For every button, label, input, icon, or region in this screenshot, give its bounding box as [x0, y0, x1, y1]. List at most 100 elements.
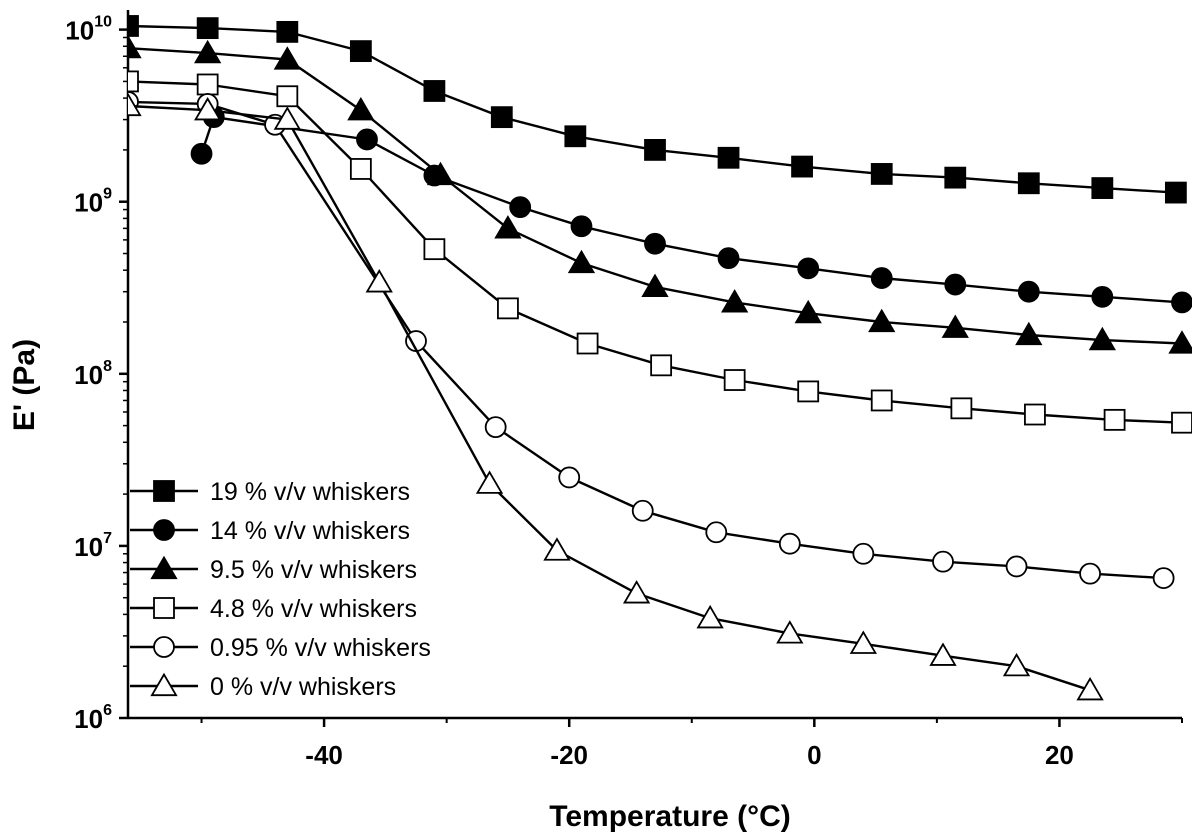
- data-point: 0.95 % v/v whiskers: (-20, 25000000): [558, 466, 581, 489]
- data-point: 14 % v/v whiskers: (-50, 1900000000): [190, 142, 213, 165]
- data-point: 4.8 % v/v whiskers: (30, 52000000): [1171, 411, 1192, 434]
- data-point: 9.5 % v/v whiskers: (30, 150000000): [1168, 330, 1192, 354]
- series-group: 19 % v/v whiskers: (-56, 10500000000) 19 …: [128, 15, 1192, 701]
- data-point: 14 % v/v whiskers: (-24, 930000000): [509, 196, 532, 219]
- data-point: 0.95 % v/v whiskers: (28.5, 6500000): [1152, 567, 1175, 589]
- data-point: 19 % v/v whiskers: (11.5, 1380000000): [944, 166, 967, 189]
- data-point: 9.5 % v/v whiskers: (-49.5, 7300000000): [194, 39, 222, 64]
- data-point: 19 % v/v whiskers: (-43, 9700000000): [276, 20, 299, 43]
- data-point: 4.8 % v/v whiskers: (-12.5, 112000000): [650, 354, 673, 377]
- y-tick-label: 106: [74, 702, 112, 734]
- legend-label: 9.5 % v/v whiskers: [210, 556, 417, 584]
- data-point: 0 % v/v whiskers: (-49.5, 3400000000): [194, 96, 222, 121]
- data-point: 0.95 % v/v whiskers: (4, 9000000): [852, 542, 875, 565]
- data-point: 14 % v/v whiskers: (-36.5, 2300000000): [356, 128, 378, 151]
- legend-marker: [153, 480, 175, 502]
- data-point: 4.8 % v/v whiskers: (-43, 4100000000): [276, 85, 299, 108]
- series-6: 0 % v/v whiskers: (-56, 3600000000) 0 % v…: [128, 92, 1104, 701]
- data-point: 4.8 % v/v whiskers: (12, 63000000): [950, 397, 973, 420]
- data-point: 19 % v/v whiskers: (23.5, 1200000000): [1091, 177, 1114, 199]
- data-point: 14 % v/v whiskers: (11.5, 330000000): [944, 273, 967, 296]
- data-point: 9.5 % v/v whiskers: (17.5, 168000000): [1015, 321, 1043, 346]
- data-point: 4.8 % v/v whiskers: (-6.5, 92000000): [723, 369, 746, 391]
- legend-label: 14 % v/v whiskers: [210, 517, 410, 545]
- data-point: 9.5 % v/v whiskers: (-19, 440000000): [567, 249, 596, 274]
- legend-label: 19 % v/v whiskers: [210, 478, 410, 506]
- data-point: 14 % v/v whiskers: (-13, 570000000): [644, 232, 666, 255]
- x-tick-label: 0: [807, 740, 821, 770]
- data-point: 19 % v/v whiskers: (-19.5, 2400000000): [564, 125, 587, 148]
- data-point: 0 % v/v whiskers: (-35.5, 340000000): [365, 269, 393, 293]
- legend-marker: [153, 636, 175, 658]
- data-point: 9.5 % v/v whiskers: (-30.5, 1430000000): [426, 161, 455, 186]
- legend-label: 0 % v/v whiskers: [210, 673, 396, 701]
- legend-marker: [150, 555, 178, 580]
- legend: 19 % v/v whiskers 14 % v/v whiskers 9.5 % …: [130, 478, 431, 701]
- data-point: 9.5 % v/v whiskers: (5.5, 200000000): [868, 308, 896, 333]
- data-point: 0 % v/v whiskers: (-56, 3600000000): [128, 92, 142, 117]
- data-point: 0.95 % v/v whiskers: (22.5, 6900000): [1079, 562, 1101, 585]
- data-point: 0 % v/v whiskers: (4, 2700000): [849, 630, 877, 654]
- data-point: 14 % v/v whiskers: (17.5, 300000000): [1017, 280, 1040, 303]
- legend-item: 19 % v/v whiskers: [130, 478, 410, 506]
- data-point: 0 % v/v whiskers: (22.5, 1450000): [1076, 676, 1104, 701]
- data-point: 0.95 % v/v whiskers: (-26, 49000000): [484, 416, 507, 439]
- data-point: 4.8 % v/v whiskers: (-49.5, 4800000000): [196, 73, 219, 96]
- y-tick-label: 107: [74, 530, 112, 562]
- data-point: 0 % v/v whiskers: (-14.5, 5300000): [622, 580, 651, 604]
- data-point: 0.95 % v/v whiskers: (16.5, 7600000): [1005, 555, 1028, 578]
- data-point: 4.8 % v/v whiskers: (-37, 1550000000): [349, 158, 372, 180]
- data-point: 9.5 % v/v whiskers: (-25, 700000000): [494, 215, 522, 239]
- legend-item: 14 % v/v whiskers: [130, 517, 410, 545]
- data-point: 19 % v/v whiskers: (-7, 1800000000): [717, 146, 740, 169]
- legend-marker: [150, 672, 178, 697]
- data-point: 19 % v/v whiskers: (-13, 2000000000): [644, 139, 666, 161]
- data-point: 0 % v/v whiskers: (-43, 3000000000): [273, 106, 301, 130]
- data-point: 4.8 % v/v whiskers: (5.5, 70000000): [870, 389, 893, 412]
- series-line: [128, 100, 1164, 580]
- data-point: 9.5 % v/v whiskers: (-37, 3400000000): [347, 96, 375, 121]
- data-point: 4.8 % v/v whiskers: (-56, 5000000000): [128, 70, 139, 93]
- data-point: 4.8 % v/v whiskers: (-18.5, 150000000): [576, 332, 599, 355]
- series-2: 14 % v/v whiskers: (-50, 1900000000) 14 %…: [190, 106, 1192, 314]
- legend-label: 0.95 % v/v whiskers: [210, 634, 431, 662]
- data-point: 9.5 % v/v whiskers: (-56, 7800000000): [128, 34, 142, 59]
- data-point: 19 % v/v whiskers: (-56, 10500000000): [128, 15, 139, 37]
- data-point: 0.95 % v/v whiskers: (-2, 10300000): [778, 532, 801, 555]
- legend-item: 9.5 % v/v whiskers: [130, 555, 417, 584]
- data-point: 4.8 % v/v whiskers: (18, 58000000): [1024, 403, 1046, 426]
- data-point: 0 % v/v whiskers: (10.5, 2300000): [929, 642, 957, 666]
- data-point: 0.95 % v/v whiskers: (-14, 16000000): [631, 499, 654, 522]
- data-point: 19 % v/v whiskers: (-49.5, 10200000000): [196, 17, 219, 40]
- x-tick-label: 20: [1045, 740, 1074, 770]
- y-tick-label: 1010: [65, 14, 112, 46]
- data-point: 0.95 % v/v whiskers: (-8, 12000000): [705, 521, 728, 544]
- series-1: 19 % v/v whiskers: (-56, 10500000000) 19 …: [128, 15, 1187, 204]
- legend-marker: [153, 597, 175, 619]
- data-point: 9.5 % v/v whiskers: (-43, 6700000000): [273, 46, 301, 70]
- data-point: 19 % v/v whiskers: (-25.5, 3100000000): [490, 106, 513, 129]
- axes: -40 -20 0 20 1010 109 108 107 106: [65, 10, 1183, 770]
- data-point: 14 % v/v whiskers: (23.5, 280000000): [1091, 285, 1114, 308]
- data-point: 19 % v/v whiskers: (5.5, 1450000000): [870, 163, 893, 185]
- y-tick-label: 109: [74, 186, 112, 218]
- data-point: 0 % v/v whiskers: (-26.5, 23000000): [475, 470, 504, 494]
- data-point: 14 % v/v whiskers: (30, 260000000): [1171, 291, 1192, 314]
- data-point: 4.8 % v/v whiskers: (-25, 240000000): [497, 297, 519, 320]
- data-point: 4.8 % v/v whiskers: (-0.5, 79000000): [797, 380, 820, 403]
- data-point: 19 % v/v whiskers: (17.5, 1280000000): [1017, 172, 1040, 195]
- legend-item: 0 % v/v whiskers: [130, 672, 396, 701]
- data-point: 0 % v/v whiskers: (16.5, 2000000): [1002, 652, 1031, 677]
- legend-item: 0.95 % v/v whiskers: [130, 634, 431, 662]
- legend-label: 4.8 % v/v whiskers: [210, 595, 417, 623]
- data-point: 0 % v/v whiskers: (-21, 9400000): [543, 537, 571, 561]
- legend-marker: [153, 519, 175, 541]
- data-point: 19 % v/v whiskers: (-1, 1600000000): [791, 155, 813, 178]
- data-point: 9.5 % v/v whiskers: (-6.5, 260000000): [721, 289, 749, 313]
- series-line: [200, 115, 1183, 304]
- data-point: 14 % v/v whiskers: (5.5, 360000000): [870, 267, 893, 289]
- data-point: 9.5 % v/v whiskers: (11.5, 185000000): [941, 314, 969, 338]
- legend-item: 4.8 % v/v whiskers: [130, 595, 417, 623]
- x-axis-title: Temperature (°C): [549, 800, 790, 833]
- data-point: 0 % v/v whiskers: (-2, 3100000): [776, 620, 804, 644]
